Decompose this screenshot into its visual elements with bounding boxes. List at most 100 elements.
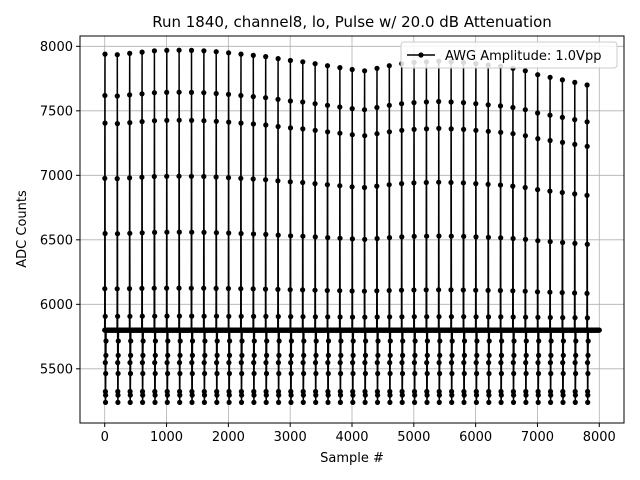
data-point [226, 313, 232, 319]
data-point [424, 338, 430, 344]
data-point [103, 338, 109, 344]
data-point [214, 392, 220, 398]
data-point [350, 392, 356, 398]
data-point [485, 128, 491, 134]
data-point [386, 63, 392, 69]
data-point [188, 173, 194, 179]
legend: AWG Amplitude: 1.0Vpp [400, 41, 618, 69]
data-point [375, 392, 381, 398]
data-point [411, 126, 417, 132]
data-point [374, 65, 380, 71]
data-point [115, 399, 121, 405]
data-point [301, 338, 307, 344]
data-point [523, 338, 529, 344]
data-point [449, 392, 455, 398]
data-point [473, 181, 479, 187]
data-point [201, 313, 207, 319]
data-point [374, 104, 380, 111]
data-point [497, 287, 503, 294]
data-point [375, 338, 381, 344]
data-point [510, 399, 517, 405]
data-point [325, 392, 331, 398]
data-point [300, 233, 306, 239]
data-point [535, 136, 541, 142]
data-point [250, 94, 256, 100]
data-point [313, 370, 319, 377]
data-point [276, 392, 282, 398]
data-point [201, 48, 207, 54]
data-point [263, 399, 269, 405]
data-point [449, 370, 455, 377]
data-point [412, 370, 418, 377]
data-point [585, 392, 591, 398]
data-point [511, 338, 517, 344]
data-point [312, 314, 318, 320]
data-point [547, 314, 553, 321]
data-point [312, 61, 318, 67]
data-point [263, 177, 269, 183]
data-point [547, 112, 553, 118]
data-point [140, 338, 146, 344]
data-point [214, 370, 220, 377]
data-point [152, 338, 158, 344]
data-point [238, 92, 244, 99]
data-point [201, 285, 207, 291]
data-point [572, 315, 578, 321]
data-point [460, 287, 466, 293]
data-point [275, 360, 281, 366]
data-point [114, 286, 120, 292]
data-point [412, 352, 418, 358]
data-point [189, 360, 195, 366]
data-point [398, 287, 405, 293]
data-point [164, 285, 170, 291]
data-point [313, 399, 319, 405]
data-point [312, 127, 318, 133]
data-point [584, 241, 590, 247]
data-point [164, 360, 170, 366]
data-point [511, 370, 517, 377]
data-point [559, 139, 566, 145]
data-point [276, 399, 282, 405]
data-point [436, 233, 442, 239]
data-point [448, 287, 454, 293]
data-point [225, 175, 232, 181]
data-point [176, 89, 182, 95]
data-point [202, 352, 208, 358]
data-point [448, 314, 454, 320]
data-point [573, 352, 579, 358]
data-point [548, 370, 554, 377]
data-point [264, 338, 270, 344]
y-tick-label: 7000 [40, 169, 73, 184]
data-point [276, 370, 282, 377]
data-point [436, 360, 442, 366]
data-point [151, 285, 157, 291]
data-point [152, 370, 158, 377]
data-point [461, 314, 467, 320]
data-point [499, 338, 505, 344]
data-point [485, 234, 491, 240]
data-point [152, 313, 158, 319]
data-point [300, 399, 306, 405]
data-point [461, 392, 467, 398]
x-tick-label: 2000 [212, 430, 245, 445]
data-point [572, 79, 578, 85]
data-point [288, 314, 294, 320]
data-point [386, 235, 393, 241]
data-point [176, 285, 182, 291]
data-point [337, 235, 343, 241]
data-point [559, 290, 565, 296]
data-point [102, 175, 108, 181]
data-point [176, 117, 182, 123]
data-point [536, 352, 542, 358]
data-point [312, 234, 318, 240]
data-point [548, 352, 554, 358]
data-point [523, 399, 529, 405]
data-point [151, 173, 157, 180]
data-point [349, 314, 356, 320]
data-point [238, 286, 244, 292]
data-point [325, 314, 331, 320]
data-point [127, 50, 133, 57]
data-point [102, 51, 108, 57]
data-point [375, 352, 381, 358]
